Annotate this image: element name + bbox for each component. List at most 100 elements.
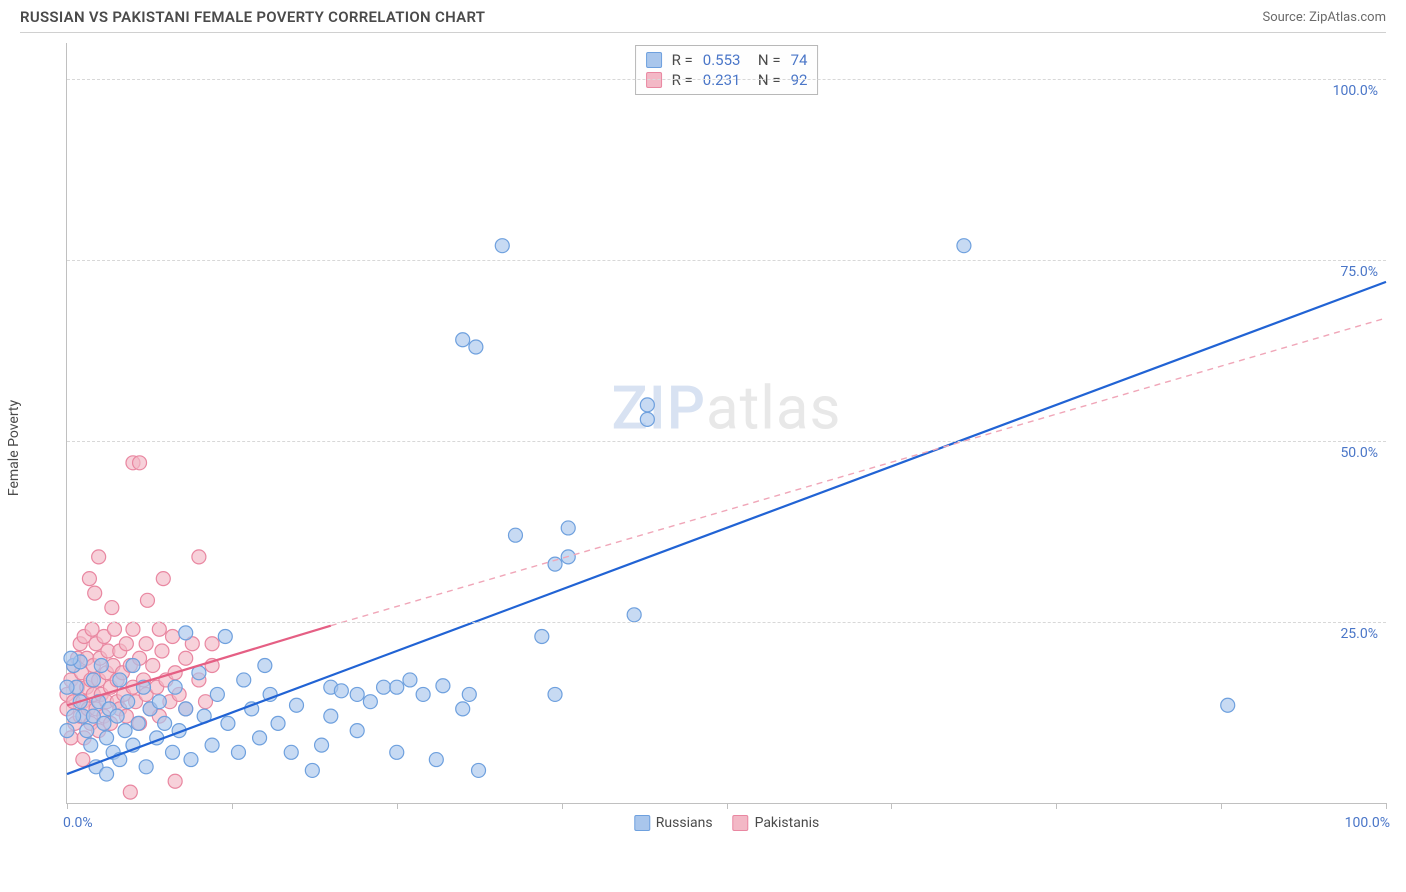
plot-svg: [67, 43, 1386, 803]
x-tick: [1221, 803, 1222, 809]
scatter-point: [218, 630, 232, 644]
x-tick: [562, 803, 563, 809]
scatter-point: [221, 716, 235, 730]
scatter-point: [205, 738, 219, 752]
gridline: [67, 622, 1386, 623]
scatter-point: [60, 724, 74, 738]
scatter-point: [100, 767, 114, 781]
scatter-point: [168, 680, 182, 694]
y-tick-label: 50.0%: [1340, 445, 1378, 461]
x-tick: [1386, 803, 1387, 809]
scatter-point: [315, 738, 329, 752]
x-tick: [67, 803, 68, 809]
scatter-point: [184, 753, 198, 767]
scatter-point: [100, 731, 114, 745]
scatter-point: [334, 684, 348, 698]
stat-r-value-0: 0.553: [703, 51, 741, 69]
chart-source: Source: ZipAtlas.com: [1262, 10, 1386, 25]
scatter-point: [126, 622, 140, 636]
gridline: [67, 79, 1386, 80]
scatter-point: [123, 785, 137, 799]
scatter-point: [156, 572, 170, 586]
scatter-point: [640, 412, 654, 426]
scatter-point: [377, 680, 391, 694]
x-tick: [232, 803, 233, 809]
scatter-point: [179, 651, 193, 665]
scatter-point: [627, 608, 641, 622]
scatter-point: [456, 333, 470, 347]
scatter-point: [390, 745, 404, 759]
scatter-point: [231, 745, 245, 759]
scatter-point: [133, 456, 147, 470]
chart-header: RUSSIAN VS PAKISTANI FEMALE POVERTY CORR…: [0, 0, 1406, 28]
x-tick: [891, 803, 892, 809]
chart-container: Female Poverty ZIPatlas R = 0.553 N = 74…: [20, 32, 1386, 862]
scatter-point: [324, 709, 338, 723]
scatter-point: [84, 738, 98, 752]
scatter-point: [139, 637, 153, 651]
scatter-point: [166, 745, 180, 759]
scatter-point: [290, 698, 304, 712]
legend-label: Pakistanis: [755, 815, 820, 831]
scatter-point: [1221, 698, 1235, 712]
scatter-point: [121, 695, 135, 709]
scatter-point: [429, 753, 443, 767]
x-tick: [727, 803, 728, 809]
scatter-point: [350, 724, 364, 738]
scatter-point: [640, 398, 654, 412]
scatter-point: [957, 239, 971, 253]
y-tick-label: 25.0%: [1340, 626, 1378, 642]
scatter-point: [192, 550, 206, 564]
scatter-point: [258, 658, 272, 672]
scatter-point: [205, 637, 219, 651]
stat-n-label: N =: [750, 51, 780, 69]
x-axis-min-label: 0.0%: [63, 815, 93, 831]
gridline: [67, 260, 1386, 261]
legend-swatch-icon: [733, 815, 749, 831]
scatter-point: [158, 716, 172, 730]
scatter-point: [126, 658, 140, 672]
scatter-point: [118, 724, 132, 738]
chart-title: RUSSIAN VS PAKISTANI FEMALE POVERTY CORR…: [20, 8, 485, 26]
legend-label: Russians: [656, 815, 713, 831]
stat-n-value-0: 74: [791, 51, 808, 69]
x-tick: [1056, 803, 1057, 809]
scatter-point: [462, 687, 476, 701]
y-tick-label: 75.0%: [1340, 264, 1378, 280]
scatter-point: [253, 731, 267, 745]
scatter-point: [179, 702, 193, 716]
scatter-point: [110, 709, 124, 723]
scatter-point: [548, 687, 562, 701]
x-tick: [397, 803, 398, 809]
scatter-point: [139, 760, 153, 774]
legend-series: Russians Pakistanis: [634, 815, 819, 831]
scatter-point: [119, 637, 133, 651]
scatter-point: [363, 695, 377, 709]
scatter-point: [166, 630, 180, 644]
scatter-point: [67, 709, 81, 723]
x-axis-max-label: 100.0%: [1345, 815, 1390, 831]
legend-item-russians: Russians: [634, 815, 713, 831]
legend-item-pakistanis: Pakistanis: [733, 815, 820, 831]
scatter-point: [131, 716, 145, 730]
scatter-point: [60, 680, 74, 694]
scatter-point: [390, 680, 404, 694]
scatter-point: [113, 673, 127, 687]
scatter-point: [561, 521, 575, 535]
scatter-point: [350, 687, 364, 701]
legend-swatch-icon: [634, 815, 650, 831]
scatter-point: [64, 651, 78, 665]
y-tick-label: 100.0%: [1333, 83, 1378, 99]
scatter-point: [403, 673, 417, 687]
gridline: [67, 441, 1386, 442]
y-axis-label: Female Poverty: [6, 399, 22, 495]
scatter-point: [97, 716, 111, 730]
plot-area: ZIPatlas R = 0.553 N = 74 R = 0.231 N = …: [66, 43, 1386, 804]
scatter-point: [80, 724, 94, 738]
trend-line: [67, 282, 1386, 774]
scatter-point: [88, 586, 102, 600]
scatter-point: [107, 622, 121, 636]
scatter-point: [535, 630, 549, 644]
scatter-point: [508, 528, 522, 542]
scatter-point: [436, 679, 450, 693]
